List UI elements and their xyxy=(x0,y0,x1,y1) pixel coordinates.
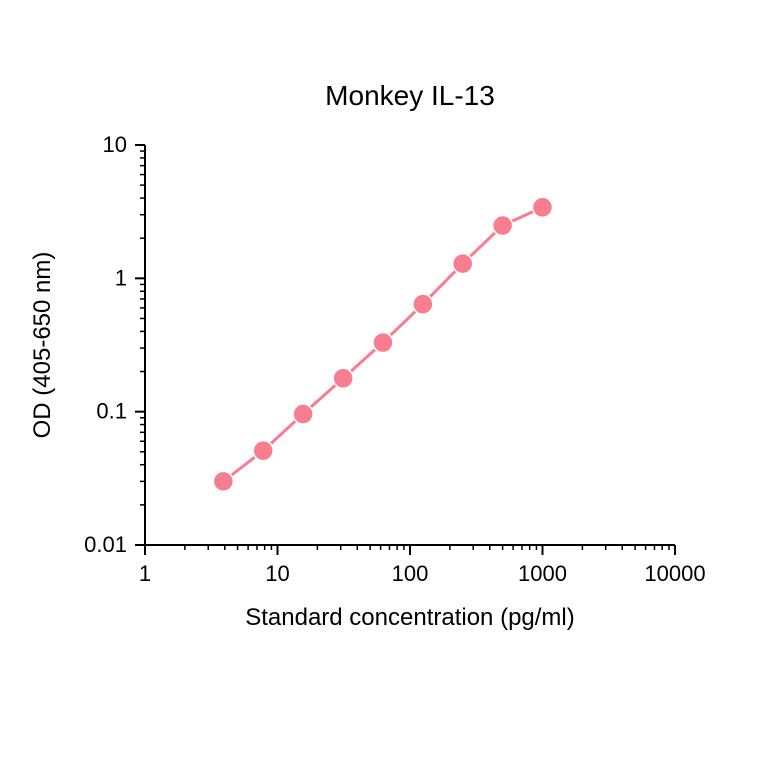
x-tick-label: 10000 xyxy=(644,561,705,586)
data-marker xyxy=(253,441,273,461)
data-marker xyxy=(493,216,513,236)
x-tick-label: 10 xyxy=(265,561,289,586)
data-marker xyxy=(293,404,313,424)
y-tick-label: 1 xyxy=(115,265,127,290)
x-tick-label: 1 xyxy=(139,561,151,586)
x-tick-label: 1000 xyxy=(518,561,567,586)
chart-title: Monkey IL-13 xyxy=(325,80,495,111)
y-tick-label: 0.1 xyxy=(96,399,127,424)
data-marker xyxy=(413,294,433,314)
data-marker xyxy=(373,333,393,353)
chart-container: Monkey IL-13 1 10 100 1000 10000 0.01 0.1 1 10 Sta… xyxy=(0,0,764,764)
chart-svg: Monkey IL-13 1 10 100 1000 10000 0.01 0.1 1 10 Sta… xyxy=(0,0,764,764)
data-marker xyxy=(213,471,233,491)
data-marker xyxy=(533,197,553,217)
y-tick-label: 0.01 xyxy=(84,532,127,557)
x-tick-label: 100 xyxy=(392,561,429,586)
y-axis-label: OD (405-650 nm) xyxy=(29,252,56,439)
x-axis-label: Standard concentration (pg/ml) xyxy=(245,604,575,631)
y-tick-label: 10 xyxy=(103,132,127,157)
data-marker xyxy=(453,254,473,274)
data-marker xyxy=(333,368,353,388)
